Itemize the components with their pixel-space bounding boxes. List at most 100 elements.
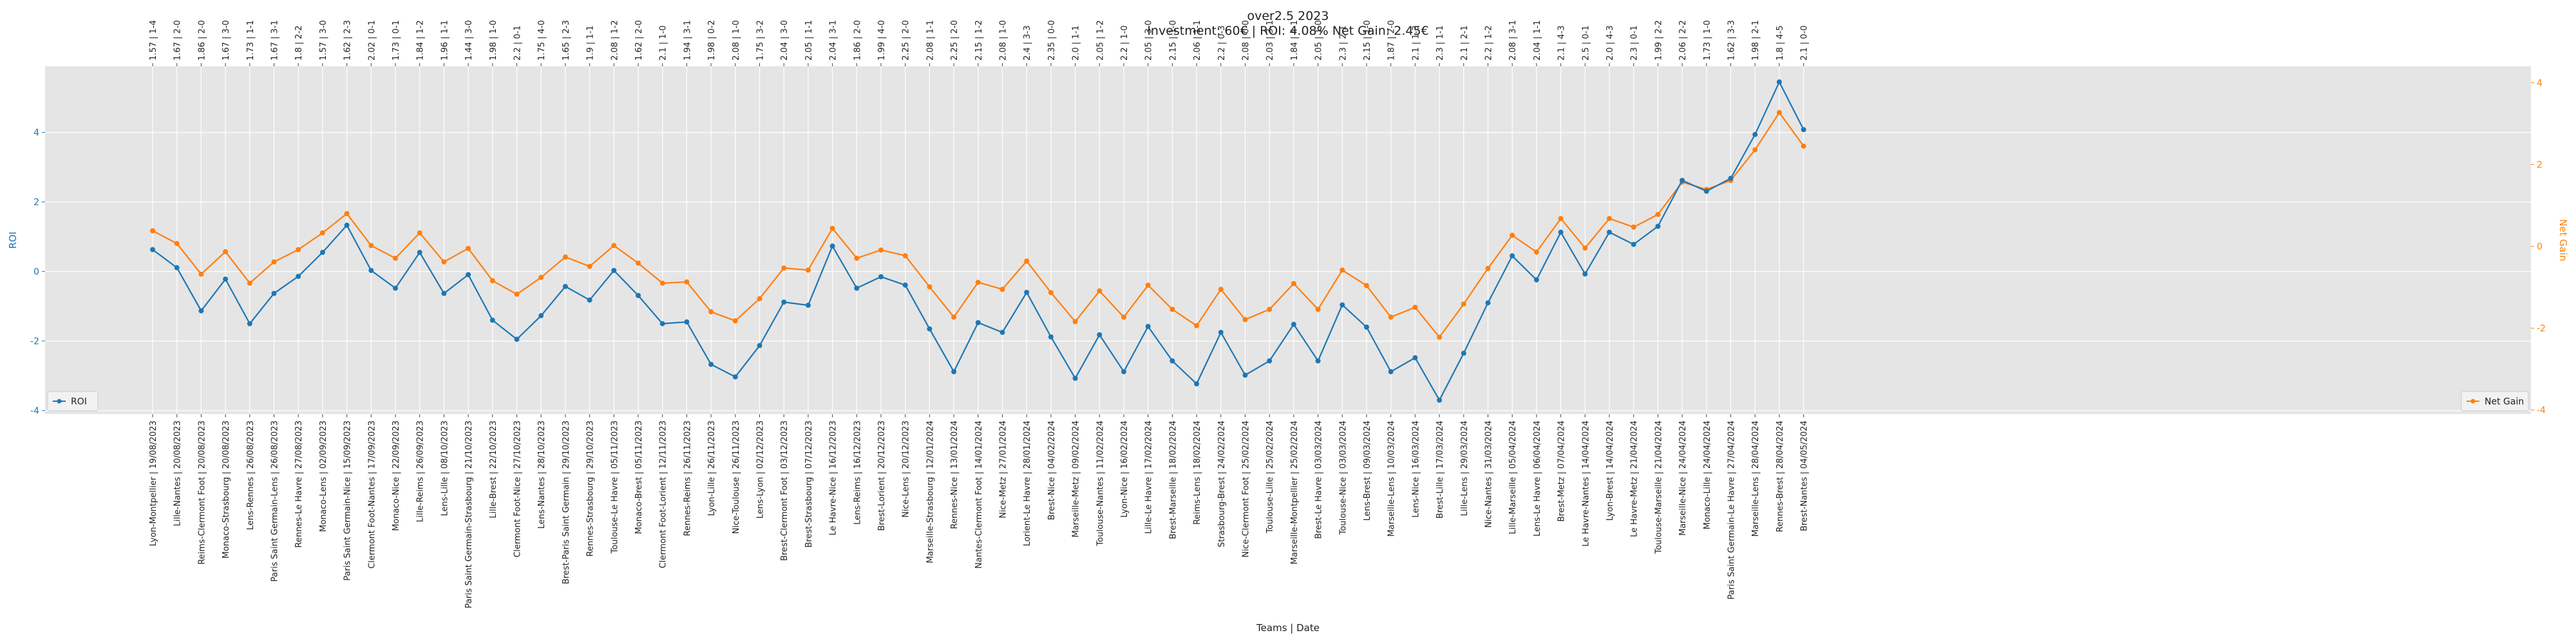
net-gain-point	[1631, 224, 1636, 230]
net-gain-point	[1533, 249, 1539, 255]
net-gain-point	[975, 279, 981, 285]
net-gain-point	[514, 291, 520, 297]
top-tick-label: 2.25 | 2-0	[902, 20, 911, 61]
top-tick-label: 1.67 | 2-0	[173, 20, 183, 61]
roi-point	[854, 285, 860, 291]
roi-point	[1437, 397, 1443, 403]
x-tick-label: Brest-Strasbourg | 07/12/2023	[804, 421, 814, 547]
roi-point	[1267, 358, 1273, 364]
legend-net-gain: Net Gain	[2461, 391, 2529, 412]
x-tick-label: Brest-Clermont Foot | 03/12/2023	[780, 421, 790, 561]
net-gain-point	[1607, 216, 1612, 222]
roi-point	[319, 249, 325, 255]
net-gain-point	[1558, 216, 1564, 222]
net-gain-point	[1582, 245, 1588, 251]
net-gain-point	[1412, 305, 1418, 310]
x-tick-label: Clermont Foot-Nantes | 17/09/2023	[367, 421, 377, 569]
net-gain-point	[1024, 258, 1030, 264]
top-tick-label: 1.62 | 2-0	[634, 20, 644, 61]
net-gain-point	[829, 225, 835, 231]
x-tick-label: Marseille-Nice | 24/04/2024	[1678, 421, 1688, 536]
legend-roi-marker	[57, 399, 62, 404]
net-gain-point	[587, 263, 592, 269]
x-tick-label: Brest-Nice | 04/02/2024	[1047, 421, 1057, 520]
net-gain-point	[1510, 232, 1515, 238]
y-tick-label-right: 4	[2537, 78, 2543, 88]
y-tick-label-left: -2	[30, 337, 39, 347]
roi-point	[393, 285, 398, 291]
top-tick-label: 2.1 | 1-3	[1411, 25, 1421, 61]
net-gain-point	[732, 318, 738, 324]
top-tick-label: 1.99 | 2-2	[1654, 20, 1663, 61]
x-tick-label: Clermont Foot-Nice | 27/10/2023	[513, 421, 523, 558]
top-tick-label: 2.05 | 1-0	[1314, 20, 1324, 61]
net-gain-point	[708, 309, 714, 315]
top-tick-label: 2.4 | 3-3	[1023, 25, 1032, 61]
net-gain-point	[878, 247, 884, 253]
y-axis-right-label: Net Gain	[2557, 219, 2569, 261]
x-tick-label: Toulouse-Nantes | 11/02/2024	[1095, 421, 1105, 547]
top-tick-label: 1.98 | 1-0	[489, 20, 498, 61]
net-gain-point	[805, 267, 811, 273]
y-axis-left: -4 -2 0 2 4	[30, 128, 45, 417]
x-tick-label: Nice-Metz | 27/01/2024	[999, 421, 1009, 518]
roi-point	[1364, 325, 1369, 330]
roi-point	[1388, 369, 1394, 375]
net-gain-point	[1461, 301, 1466, 307]
x-tick-label: Monaco-Brest | 05/11/2023	[634, 421, 644, 534]
roi-point	[1242, 372, 1248, 378]
roi-point	[247, 321, 252, 327]
roi-point	[1072, 375, 1078, 381]
x-tick-label: Paris Saint Germain-Lens | 26/08/2023	[270, 421, 280, 582]
net-gain-point	[1655, 211, 1661, 217]
x-tick-label: Lens-Lyon | 02/12/2023	[756, 421, 766, 518]
x-tick-label: Lens-Nice | 16/03/2024	[1411, 421, 1421, 518]
x-tick-label: Nice-Lens | 20/12/2023	[902, 421, 911, 518]
roi-point	[1607, 229, 1612, 235]
x-tick-label: Brest-Marseille | 18/02/2024	[1168, 421, 1178, 539]
net-gain-point	[1364, 283, 1369, 289]
top-tick-label: 2.3 | 1-1	[1435, 25, 1445, 61]
x-tick-label: Lille-Lens | 29/03/2024	[1460, 421, 1470, 516]
net-gain-point	[1194, 323, 1200, 328]
roi-point	[1024, 290, 1030, 295]
top-tick-label: 1.99 | 4-0	[877, 20, 887, 61]
y-tick-label-right: 0	[2537, 242, 2543, 252]
top-tick-label: 1.8 | 2-2	[294, 25, 304, 61]
top-tick-label: 2.1 | 0-0	[1800, 25, 1810, 61]
x-tick-label: Rennes-Brest | 28/04/2024	[1776, 421, 1785, 532]
top-tick-label: 2.15 | 1-0	[1168, 20, 1178, 61]
x-tick-label: Toulouse-Nice | 03/03/2024	[1338, 421, 1348, 535]
top-tick-label: 1.86 | 2-0	[853, 20, 862, 61]
roi-point	[223, 276, 229, 282]
top-tick-label: 2.2 | 0-1	[513, 25, 523, 61]
net-gain-point	[368, 243, 374, 249]
x-tick-label: Brest-Le Havre | 03/03/2024	[1314, 421, 1324, 539]
net-gain-point	[854, 255, 860, 261]
top-tick-label: 2.02 | 0-1	[367, 20, 377, 61]
x-tick-label: Lille-Marseille | 05/04/2024	[1508, 421, 1518, 534]
top-tick-label: 1.9 | 1-1	[586, 25, 596, 61]
y-axis-left-label: ROI	[7, 232, 19, 249]
top-labels: 1.57 | 1-4 1.67 | 2-0 1.86 | 2-0 1.67 | 3-0…	[149, 20, 1810, 66]
roi-point	[368, 267, 374, 273]
net-gain-point	[636, 260, 641, 266]
net-gain-point	[927, 284, 933, 290]
grid	[45, 66, 2531, 414]
top-tick-label: 2.08 | 3-1	[1508, 20, 1518, 61]
x-tick-label: Le Havre-Nice | 16/12/2023	[829, 421, 838, 535]
net-gain-point	[198, 271, 204, 277]
roi-point	[562, 283, 568, 289]
x-tick-label: Monaco-Lens | 02/09/2023	[319, 421, 328, 532]
legend-net-gain-label: Net Gain	[2485, 397, 2524, 407]
top-tick-label: 1.73 | 0-1	[392, 20, 401, 61]
net-gain-point	[659, 280, 665, 286]
x-tick-label: Lille-Le Havre | 17/02/2024	[1144, 421, 1154, 534]
net-gain-point	[1437, 334, 1443, 340]
top-tick-label: 2.2 | 1-0	[1120, 25, 1130, 61]
net-gain-point	[489, 278, 495, 283]
roi-point	[611, 267, 617, 273]
x-tick-label: Lorient-Le Havre | 28/01/2024	[1023, 421, 1032, 546]
roi-point	[1801, 127, 1806, 133]
top-tick-label: 1.94 | 3-1	[683, 20, 692, 61]
